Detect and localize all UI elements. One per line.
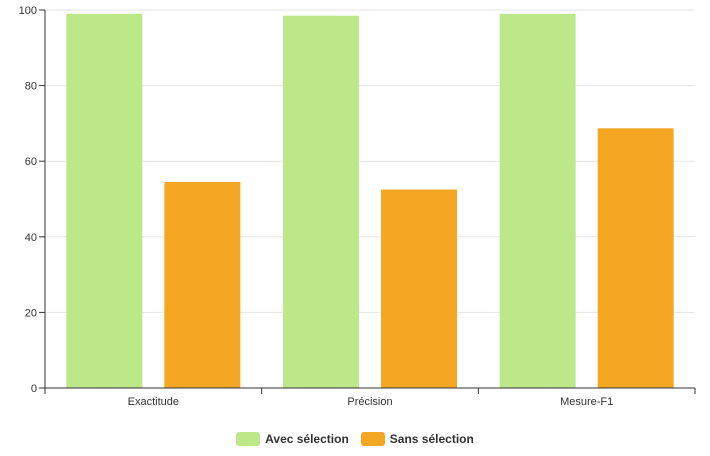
bar-avec-selection-1[interactable]: [283, 15, 359, 388]
legend: Avec sélection Sans sélection: [0, 432, 710, 446]
y-tick-label: 40: [25, 232, 37, 244]
x-tick-label: Exactitude: [128, 396, 179, 408]
x-tick-label: Mesure-F1: [560, 396, 613, 408]
bar-sans-selection-0[interactable]: [164, 181, 241, 388]
legend-item-sans-selection[interactable]: Sans sélection: [360, 432, 474, 446]
legend-item-avec-selection[interactable]: Avec sélection: [236, 432, 349, 446]
bar-avec-selection-2[interactable]: [499, 13, 576, 389]
legend-swatch-sans-selection: [360, 432, 385, 446]
y-tick-label: 20: [25, 307, 37, 319]
bar-avec-selection-0[interactable]: [66, 13, 143, 389]
y-tick-label: 60: [25, 156, 37, 168]
bar-chart: 0 20 40 60 80 100 Exactitude Précision Mesure-F1: [19, 5, 696, 408]
y-tick-label: 0: [31, 383, 37, 395]
bar-sans-selection-2[interactable]: [597, 128, 674, 388]
legend-swatch-avec-selection: [236, 432, 261, 446]
y-tick-label: 100: [19, 5, 37, 17]
x-tick-label: Précision: [347, 396, 392, 408]
y-tick-label: 80: [25, 81, 37, 93]
legend-label-avec-selection: Avec sélection: [265, 432, 349, 446]
bar-sans-selection-1[interactable]: [381, 189, 457, 388]
legend-label-sans-selection: Sans sélection: [389, 432, 474, 446]
